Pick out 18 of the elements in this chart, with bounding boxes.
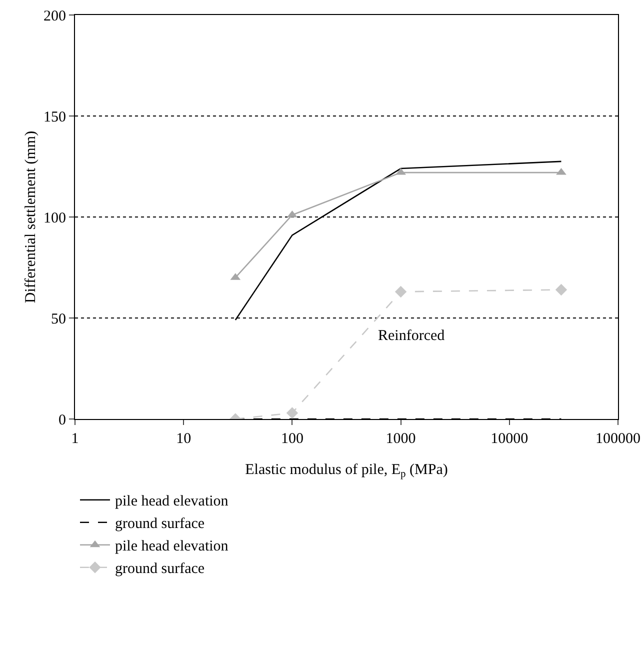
legend-label: ground surface [115, 561, 205, 578]
y-tick-label: 100 [44, 210, 66, 226]
x-tick-label: 10 [176, 431, 192, 447]
x-tick-label: 1 [71, 431, 79, 447]
x-axis-title: Elastic modulus of pile, E$_{p}$ (MPa) [245, 462, 448, 480]
legend-label: ground surface [115, 516, 205, 532]
legend-label: pile head elevation [115, 494, 229, 510]
y-tick-label: 150 [44, 109, 66, 126]
y-tick-label: 0 [58, 412, 66, 428]
y-axis-title: Differential settlement (mm) [23, 130, 39, 304]
x-tick-label: 1000 [386, 431, 416, 447]
x-tick-label: 100 [280, 431, 304, 447]
y-tick-label: 50 [51, 311, 66, 328]
x-tick-label: 100000 [596, 431, 640, 447]
x-tick-label: 10000 [490, 431, 528, 447]
legend-label: pile head elevation [115, 538, 229, 555]
y-tick-label: 200 [44, 8, 66, 24]
annotation: Reinforced [378, 328, 446, 344]
